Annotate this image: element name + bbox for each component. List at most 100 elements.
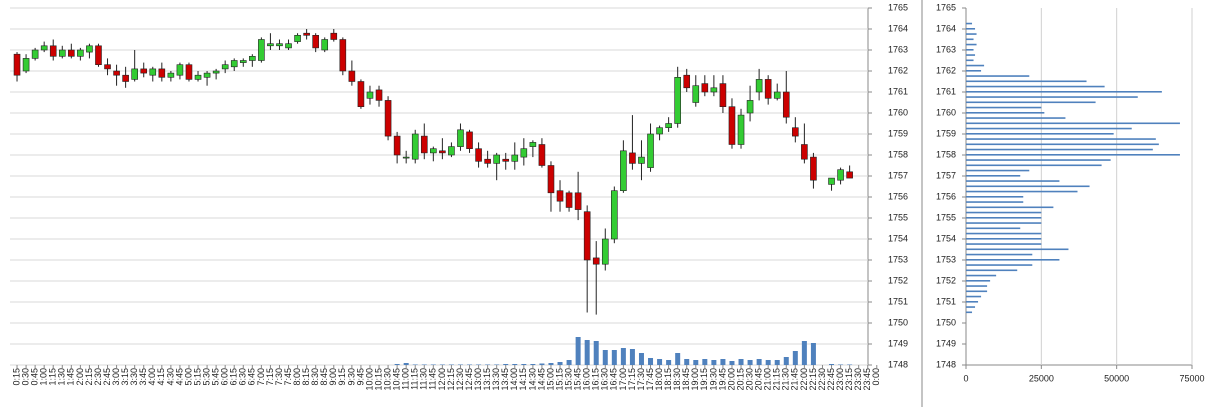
x-tick-label: 50000 <box>1104 373 1129 383</box>
candle-body <box>782 91 790 118</box>
candle-body <box>339 39 347 72</box>
candle-body <box>502 158 510 162</box>
volume-bar <box>702 359 708 365</box>
candle-body <box>276 43 283 47</box>
candle-body <box>267 43 274 47</box>
volume-bar <box>675 353 681 365</box>
x-tick-label: 18:00 <box>654 368 664 391</box>
candle-body <box>104 64 111 70</box>
profile-bar <box>966 33 977 35</box>
x-tick-label: 13:45 <box>500 368 510 391</box>
y-tick-label: 1765 <box>936 2 956 12</box>
candle-body <box>846 171 853 179</box>
candle-body <box>837 169 844 181</box>
x-tick-label: 13:30 <box>491 368 501 391</box>
candle-body <box>294 34 301 42</box>
x-tick-label: 12:00 <box>437 368 447 391</box>
y-tick-label: 1753 <box>936 254 956 264</box>
x-tick-label: 10:00 <box>364 368 374 391</box>
x-tick-label: 18:45 <box>681 368 691 391</box>
x-tick-label: 21:30 <box>781 368 791 391</box>
volume-bar <box>611 350 617 365</box>
candle-body <box>746 100 754 114</box>
candle-body <box>303 32 310 36</box>
candle-body <box>194 74 202 80</box>
candle-body <box>113 70 120 76</box>
y-tick-label: 1751 <box>888 296 908 306</box>
candle-body <box>656 127 663 135</box>
x-tick-label: 3:30 <box>129 368 139 386</box>
volume-bar <box>629 349 635 365</box>
y-tick-label: 1753 <box>888 254 908 264</box>
y-tick-label: 1750 <box>888 317 908 327</box>
x-tick-label: 20:30 <box>744 368 754 391</box>
x-tick-label: 23:30 <box>853 368 863 391</box>
x-tick-label: 12:15 <box>446 368 456 391</box>
profile-bar <box>966 295 982 298</box>
volume-bar <box>847 364 853 365</box>
candle-body <box>230 60 238 68</box>
profile-bar <box>966 274 997 277</box>
volume-bar <box>738 359 744 365</box>
x-tick-label: 12:30 <box>455 368 465 391</box>
candle-body <box>31 49 39 59</box>
volume-bar <box>575 337 581 365</box>
profile-bar <box>966 22 973 25</box>
x-tick-label: 13:00 <box>473 368 483 391</box>
candle-body <box>493 154 500 164</box>
candle-body <box>122 74 129 82</box>
candle-body <box>601 238 609 265</box>
y-tick-label: 1755 <box>936 212 956 222</box>
x-tick-label: 22:30 <box>817 368 827 391</box>
x-tick-label: 4:00 <box>147 368 157 386</box>
profile-bar <box>966 122 1180 125</box>
candle-body <box>466 131 473 149</box>
candle-body <box>638 156 645 164</box>
volume-bar <box>557 362 563 365</box>
x-tick-label: 21:15 <box>772 368 782 391</box>
volume-bar <box>593 341 599 365</box>
x-tick-label: 15:45 <box>573 368 583 391</box>
candle-body <box>574 192 582 210</box>
profile-bar <box>966 164 1102 167</box>
volume-bar <box>801 341 807 365</box>
candle-body <box>221 64 229 70</box>
x-tick-label: 6:00 <box>220 368 230 386</box>
volume-bar <box>412 364 418 365</box>
x-tick-label: 9:15 <box>337 368 347 386</box>
candle-body <box>565 192 573 208</box>
profile-bar <box>966 301 979 303</box>
candle-body <box>357 81 365 108</box>
x-tick-label: 0:00 <box>871 368 881 386</box>
x-tick-label: 10:45 <box>392 368 402 391</box>
x-tick-label: 18:30 <box>672 368 682 391</box>
x-tick-label: 5:00 <box>183 368 193 386</box>
x-tick-label: 4:15 <box>156 368 166 386</box>
candle-body <box>239 60 247 63</box>
x-tick-label: 4:45 <box>174 368 184 386</box>
candle-body <box>719 83 727 107</box>
y-tick-label: 1748 <box>936 359 956 369</box>
volume-bar <box>711 360 717 365</box>
y-tick-label: 1755 <box>888 212 908 222</box>
volume-bar <box>439 364 445 365</box>
candle-body <box>185 64 193 80</box>
candle-body <box>529 142 537 147</box>
x-tick-label: 0:15 <box>11 368 21 386</box>
candle-body <box>737 114 745 145</box>
x-tick-label: 2:30 <box>93 368 103 386</box>
x-tick-label: 9:45 <box>355 368 365 386</box>
candle-body <box>149 68 157 76</box>
y-tick-label: 1756 <box>936 191 956 201</box>
profile-bar <box>966 154 1180 156</box>
candle-body <box>755 79 763 93</box>
y-tick-label: 1763 <box>888 44 908 54</box>
profile-bar <box>966 43 977 46</box>
x-tick-label: 22:15 <box>808 368 818 391</box>
x-tick-label: 5:30 <box>201 368 211 386</box>
candle-body <box>801 144 808 160</box>
candle-body <box>393 135 401 156</box>
x-tick-label: 14:30 <box>527 368 537 391</box>
y-tick-label: 1758 <box>888 149 908 159</box>
profile-bar <box>966 106 1042 109</box>
